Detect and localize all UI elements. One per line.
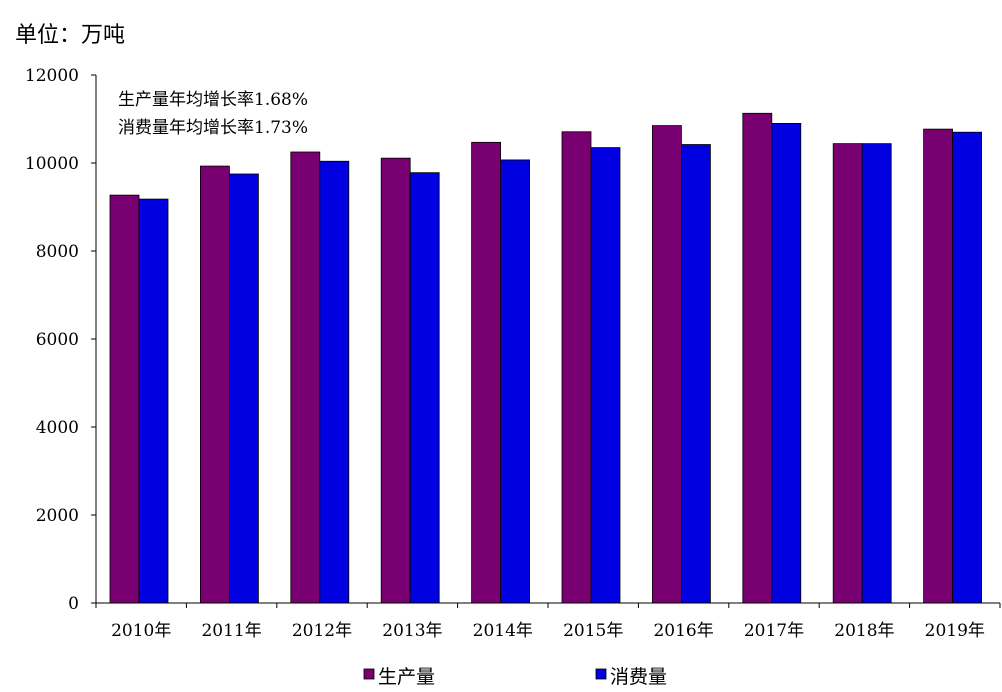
production-bar-1: [109, 194, 140, 604]
legend-label-production: 生产量: [378, 666, 435, 688]
x-tick-label: 2014年: [473, 621, 533, 641]
production-bar-6: [561, 131, 592, 604]
production-bar-5: [471, 141, 502, 604]
unit-label: 单位：万吨: [15, 23, 125, 48]
x-tick-label: 2012年: [292, 621, 352, 641]
production-bar-4: [380, 157, 411, 604]
consumption-bar-9: [861, 143, 892, 604]
x-tick-label: 2017年: [744, 621, 804, 641]
consumption-bar-10: [952, 131, 982, 604]
legend-swatch-production: [363, 668, 375, 680]
x-tick-label: 2010年: [111, 621, 171, 641]
production-bar-10: [923, 128, 953, 604]
consumption-bar-1: [138, 198, 169, 604]
x-axis-ticks: 2010年 2011年 2012年 2013年 2014年 2015年 2016年 2017年…: [95, 603, 1001, 641]
annotation-production-growth: 生产量年均增长率1.68%: [118, 90, 308, 110]
y-axis-ticks: 0 2000 4000 6000 8000 10000 12000: [25, 66, 96, 614]
legend-swatch-consumption: [595, 668, 607, 680]
consumption-bar-2: [228, 173, 259, 604]
consumption-bar-8: [771, 123, 802, 604]
consumption-bar-3: [319, 160, 350, 604]
production-bar-9: [832, 143, 863, 604]
x-tick-label: 2016年: [653, 621, 713, 641]
y-tick-label: 6000: [36, 330, 79, 350]
consumption-bar-4: [409, 172, 440, 604]
x-tick-label: 2019年: [925, 621, 985, 641]
x-tick-label: 2018年: [834, 621, 894, 641]
x-tick-label: 2013年: [382, 621, 442, 641]
y-tick-label: 4000: [36, 418, 79, 438]
production-bar-8: [742, 112, 773, 604]
legend: 生产量 消费量: [363, 666, 667, 688]
consumption-bar-6: [590, 147, 621, 604]
legend-label-consumption: 消费量: [610, 666, 667, 688]
x-tick-label: 2011年: [201, 621, 261, 641]
y-tick-label: 0: [68, 594, 79, 614]
production-bar-7: [652, 125, 682, 604]
y-tick-label: 10000: [25, 154, 79, 174]
production-bar-2: [199, 165, 230, 604]
bars-group: [109, 112, 982, 604]
consumption-bar-5: [500, 159, 531, 604]
y-tick-label: 8000: [36, 242, 79, 262]
x-tick-label: 2015年: [563, 621, 623, 641]
y-tick-label: 2000: [36, 506, 79, 526]
annotation-consumption-growth: 消费量年均增长率1.73%: [118, 118, 308, 138]
production-bar-3: [290, 151, 321, 604]
consumption-bar-7: [681, 144, 711, 604]
y-tick-label: 12000: [25, 66, 79, 86]
